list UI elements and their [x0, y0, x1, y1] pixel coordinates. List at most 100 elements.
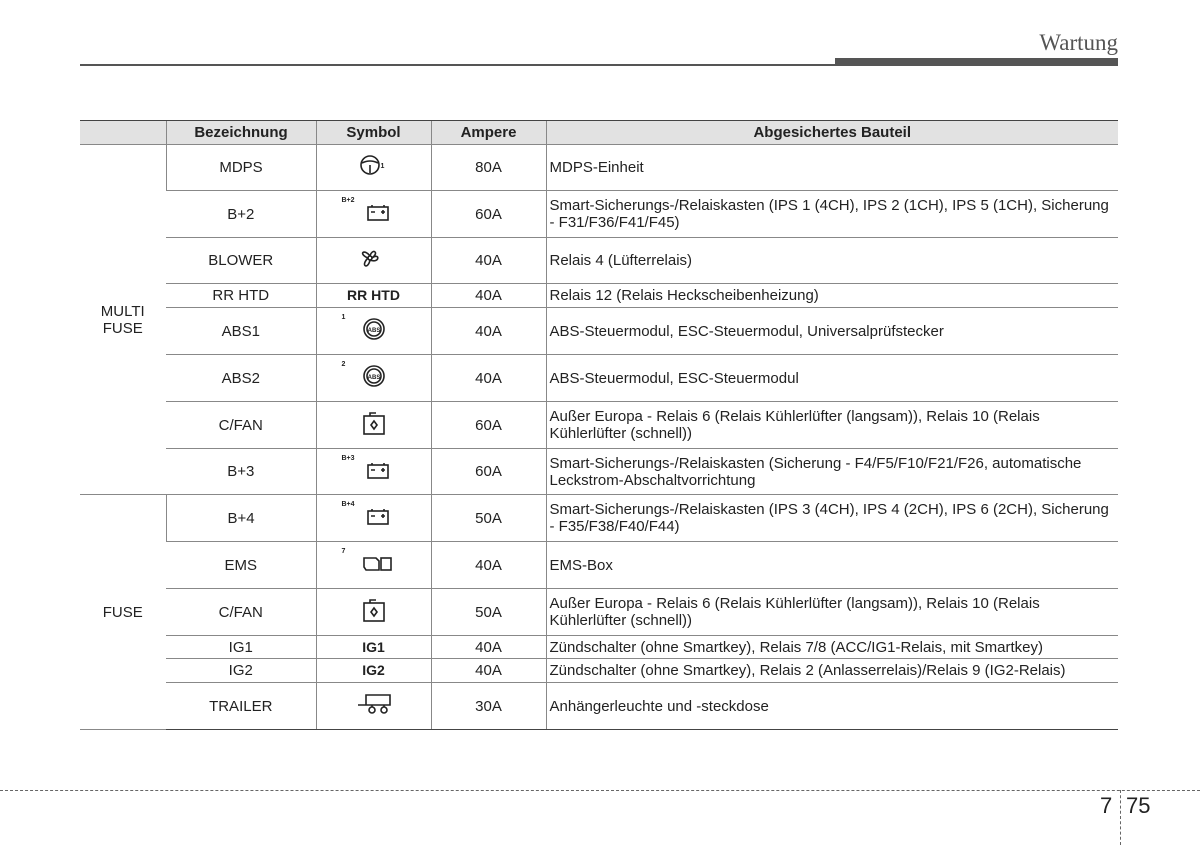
protected-part: Außer Europa - Relais 6 (Relais Kühlerlü…	[545, 588, 1118, 636]
icon	[359, 154, 380, 175]
section-title: Wartung	[1039, 30, 1118, 55]
symbol-icon: B+3	[342, 455, 394, 487]
symbol-label: 2	[341, 361, 346, 368]
footer-rule	[0, 790, 1200, 791]
table-row: B+3 B+3 60A Smart-Sicherungs-/Relaiskasten …	[80, 448, 1118, 495]
symbol-icon	[354, 410, 394, 440]
fuse-name: IG2	[166, 658, 316, 683]
ampere: 40A	[430, 237, 546, 284]
symbol-icon: 7	[342, 548, 394, 580]
header-bar	[835, 58, 1118, 66]
fuse-name: BLOWER	[166, 237, 316, 284]
table-row: FUSE B+4 B+4 50A Smart-Sicherungs-/Relaiskas…	[80, 494, 1118, 730]
fuse-name: B+2	[166, 190, 316, 238]
fuse-name: ABS2	[166, 354, 316, 402]
protected-part: Anhängerleuchte und -steckdose	[545, 682, 1118, 730]
symbol-text: IG2	[362, 662, 385, 678]
symbol-cell: B+3	[315, 448, 431, 495]
protected-part: Smart-Sicherungs-/Relaiskasten (IPS 1 (4…	[545, 190, 1118, 238]
icon	[366, 462, 389, 479]
symbol-label: 1	[341, 314, 346, 321]
table-row: TRAILER 30A Anhängerleuchte und -steckdose	[80, 682, 1118, 730]
group-label: FUSE	[80, 494, 166, 730]
ampere: 60A	[430, 448, 546, 495]
symbol-cell	[315, 682, 431, 730]
symbol-icon: 1	[354, 153, 394, 183]
symbol-icon: B+2	[342, 197, 394, 229]
protected-part: ABS-Steuermodul, ESC-Steuermodul	[545, 354, 1118, 402]
column-header: Ampere	[430, 120, 546, 145]
symbol-cell	[315, 588, 431, 636]
symbol-cell: B+2	[315, 190, 431, 238]
ampere: 40A	[430, 541, 546, 589]
icon: ABS	[362, 365, 385, 387]
svg-text:ABS: ABS	[367, 328, 380, 334]
ampere: 50A	[430, 494, 546, 542]
symbol-label: 7	[341, 548, 346, 555]
symbol-label: B+2	[341, 197, 355, 204]
fuse-name: B+4	[165, 494, 316, 542]
fuse-name: ABS1	[166, 307, 316, 355]
ampere: 40A	[430, 283, 546, 308]
protected-part: Außer Europa - Relais 6 (Relais Kühlerlü…	[545, 401, 1118, 449]
symbol-text: RR HTD	[347, 287, 400, 303]
table-row: C/FAN 50A Außer Europa - Relais 6 (Relais …	[80, 588, 1118, 636]
icon	[366, 205, 389, 221]
icon	[357, 694, 391, 714]
fuse-name: IG1	[166, 635, 316, 659]
header-cell	[80, 120, 166, 145]
column-header: Symbol	[315, 120, 431, 145]
table-row: ABS1 ABS 1 40A ABS-Steuermodul, ESC-Steuermo…	[80, 307, 1118, 355]
table-row: BLOWER 40A Relais 4 (Lüfterrelais)	[80, 237, 1118, 284]
table-row: MULTI FUSE MDPS 1 80A MDPS-Einheit	[80, 144, 1118, 495]
table-row: EMS 7 40A EMS-Box	[80, 541, 1118, 589]
symbol-cell: 7	[315, 541, 431, 589]
symbol-icon	[354, 246, 394, 276]
protected-part: Zündschalter (ohne Smartkey), Relais 2 (…	[545, 658, 1118, 683]
svg-text:ABS: ABS	[367, 375, 380, 381]
protected-part: Relais 12 (Relais Heckscheibenheizung)	[545, 283, 1118, 308]
protected-part: Relais 4 (Lüfterrelais)	[545, 237, 1118, 284]
protected-part: EMS-Box	[545, 541, 1118, 589]
symbol-icon	[354, 597, 394, 627]
protected-part: MDPS-Einheit	[545, 144, 1118, 191]
symbol-cell: B+4	[315, 494, 431, 542]
table-row: IG2 IG2 40A Zündschalter (ohne Smartkey), R…	[80, 658, 1118, 683]
table-row: ABS2 ABS 2 40A ABS-Steuermodul, ESC-Steuermo…	[80, 354, 1118, 402]
ampere: 40A	[430, 658, 546, 683]
ampere: 80A	[430, 144, 546, 191]
column-header: Bezeichnung	[165, 120, 316, 145]
symbol-cell: IG2	[315, 658, 431, 683]
group-label: MULTI FUSE	[80, 144, 166, 495]
fuse-name: MDPS	[165, 144, 316, 191]
symbol-label: B+3	[341, 454, 355, 462]
symbol-label: 1	[380, 162, 385, 170]
ampere: 40A	[430, 354, 546, 402]
ampere: 60A	[430, 190, 546, 238]
symbol-icon: ABS 1	[342, 314, 394, 346]
page-number: 75	[1126, 793, 1151, 818]
icon	[361, 250, 379, 267]
fuse-name: RR HTD	[166, 283, 316, 308]
table-row: C/FAN 60A Außer Europa - Relais 6 (Relais …	[80, 401, 1118, 449]
symbol-text: IG1	[362, 638, 385, 655]
header-rule	[80, 64, 1118, 66]
column-header: Abgesichertes Bauteil	[545, 120, 1118, 145]
icon	[362, 599, 385, 622]
table-row: IG1 IG1 40A Zündschalter (ohne Smartkey), R…	[80, 635, 1118, 659]
protected-part: Smart-Sicherungs-/Relaiskasten (Sicherun…	[545, 448, 1118, 495]
table-row: RR HTD RR HTD 40A Relais 12 (Relais Hecksch…	[80, 283, 1118, 308]
fuse-name: C/FAN	[166, 588, 316, 636]
ampere: 60A	[430, 401, 546, 449]
protected-part: Smart-Sicherungs-/Relaiskasten (IPS 3 (4…	[545, 494, 1118, 542]
protected-part: Zündschalter (ohne Smartkey), Relais 7/8…	[545, 635, 1118, 659]
symbol-label: B+4	[341, 501, 355, 508]
symbol-cell: RR HTD	[315, 283, 431, 308]
symbol-cell: IG1	[315, 635, 431, 659]
ampere: 50A	[430, 588, 546, 636]
icon	[362, 412, 385, 435]
symbol-icon: ABS 2	[342, 361, 394, 393]
symbol-cell	[315, 401, 431, 449]
symbol-cell: ABS 2	[315, 354, 431, 402]
